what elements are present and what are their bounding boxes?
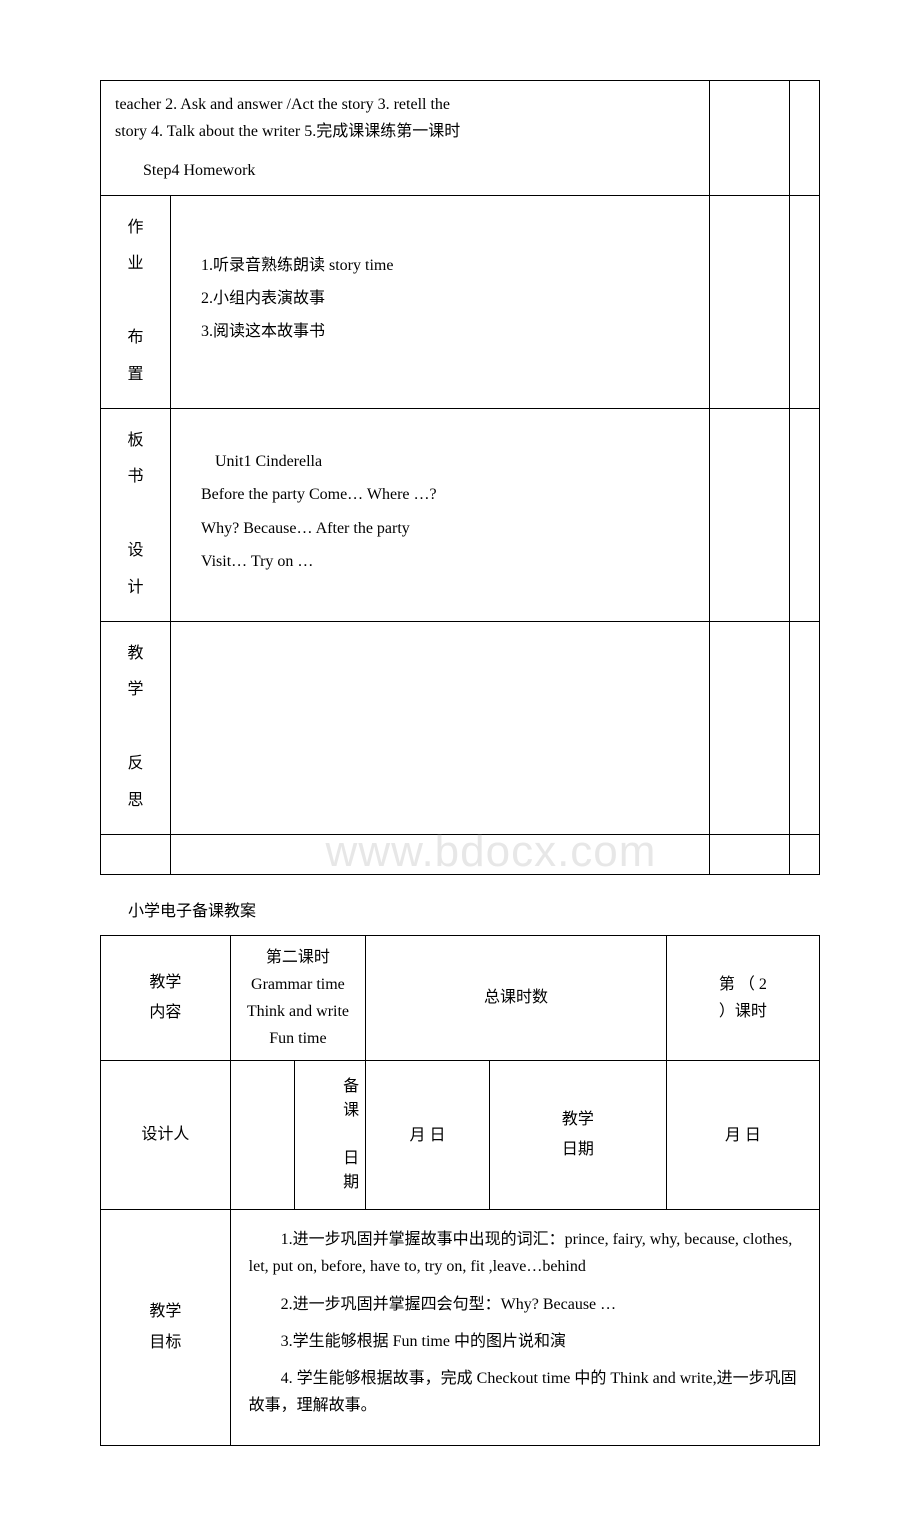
- board-line-4: Visit… Try on …: [201, 548, 695, 575]
- board-design-label: 板书设计: [101, 408, 171, 621]
- designer-label: 设计人: [101, 1061, 231, 1210]
- blank-cell: [790, 834, 820, 874]
- previous-content-cell: teacher 2. Ask and answer /Act the story…: [101, 81, 710, 196]
- designer-name: [230, 1061, 295, 1210]
- goal-2: 2.进一步巩固并掌握四会句型：Why? Because …: [249, 1291, 801, 1318]
- teach-date: 月 日: [666, 1061, 819, 1210]
- watermark-cell: www.bdocx.com: [171, 834, 710, 874]
- blank-cell: [710, 81, 790, 196]
- homework-item-3: 3.阅读这本故事书: [201, 318, 695, 345]
- homework-item-1: 1.听录音熟练朗读 story time: [201, 252, 695, 279]
- homework-label: 作业布置: [101, 195, 171, 408]
- teach-date-label: 教学日期: [489, 1061, 666, 1210]
- goal-1: 1.进一步巩固并掌握故事中出现的词汇：prince, fairy, why, b…: [249, 1226, 801, 1280]
- blank-cell: [790, 408, 820, 621]
- blank-cell: [710, 621, 790, 834]
- teaching-content-label: 教学内容: [101, 935, 231, 1061]
- lesson-number: 第 （ 2）课时: [666, 935, 819, 1061]
- step4-heading: Step4 Homework: [143, 157, 695, 184]
- total-lessons-label: 总课时数: [366, 935, 667, 1061]
- top-line-1: teacher 2. Ask and answer /Act the story…: [115, 91, 695, 118]
- teaching-goals-label: 教学目标: [101, 1210, 231, 1446]
- board-design-content: Unit1 Cinderella Before the party Come… …: [171, 408, 710, 621]
- blank-cell: [790, 621, 820, 834]
- blank-cell: [710, 408, 790, 621]
- lesson-plan-table-2: 教学内容 第二课时Grammar time Think and write Fu…: [100, 935, 820, 1447]
- board-line-2: Before the party Come… Where …?: [201, 481, 695, 508]
- section-subtitle: 小学电子备课教案: [128, 897, 820, 921]
- lesson-plan-table-1: teacher 2. Ask and answer /Act the story…: [100, 80, 820, 875]
- board-line-1: Unit1 Cinderella: [215, 448, 695, 475]
- teaching-goals-content: 1.进一步巩固并掌握故事中出现的词汇：prince, fairy, why, b…: [230, 1210, 819, 1446]
- homework-item-2: 2.小组内表演故事: [201, 285, 695, 312]
- blank-cell: [790, 195, 820, 408]
- goal-3: 3.学生能够根据 Fun time 中的图片说和演: [249, 1328, 801, 1355]
- goal-4: 4. 学生能够根据故事，完成 Checkout time 中的 Think an…: [249, 1365, 801, 1419]
- blank-cell: [710, 834, 790, 874]
- reflection-label: 教学反思: [101, 621, 171, 834]
- blank-cell: [790, 81, 820, 196]
- prep-date-label: 备课日期: [295, 1061, 366, 1210]
- reflection-content: [171, 621, 710, 834]
- prep-date: 月 日: [366, 1061, 490, 1210]
- board-line-3: Why? Because… After the party: [201, 515, 695, 542]
- lesson-content: 第二课时Grammar time Think and write Fun tim…: [230, 935, 366, 1061]
- blank-cell: [710, 195, 790, 408]
- top-line-2: story 4. Talk about the writer 5.完成课课练第一…: [115, 118, 695, 145]
- blank-cell: [101, 834, 171, 874]
- homework-content: 1.听录音熟练朗读 story time 2.小组内表演故事 3.阅读这本故事书: [171, 195, 710, 408]
